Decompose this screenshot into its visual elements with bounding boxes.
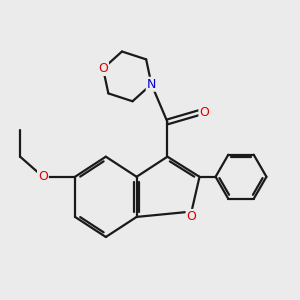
Text: O: O (200, 106, 209, 119)
Text: O: O (98, 62, 108, 75)
Text: O: O (187, 210, 196, 223)
Text: O: O (38, 170, 48, 183)
Text: N: N (147, 78, 156, 91)
